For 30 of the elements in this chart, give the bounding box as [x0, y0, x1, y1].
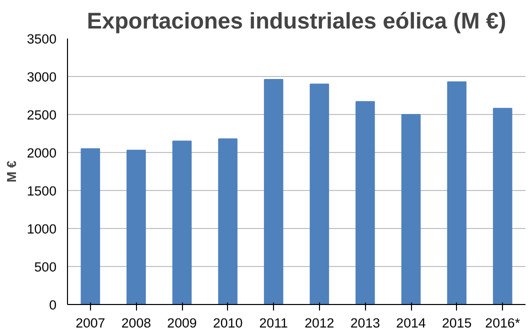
x-tick-label: 2011: [259, 316, 288, 330]
y-tick-label: 1500: [26, 184, 57, 198]
y-axis-title: M €: [4, 160, 19, 182]
y-tick-label: 3000: [26, 70, 57, 84]
x-tick-label: 2013: [350, 316, 380, 330]
y-tick-label: 2000: [26, 146, 57, 160]
x-tick-label: 2007: [76, 316, 106, 330]
bar: [80, 148, 100, 304]
bar: [447, 81, 466, 304]
y-tick-label: 0: [49, 298, 57, 312]
x-tick-label: 2009: [167, 316, 197, 330]
y-tick-label: 500: [34, 260, 57, 274]
bar: [264, 79, 284, 304]
x-tick-label: 2015: [442, 316, 472, 330]
bar: [401, 114, 421, 304]
chart-title: Exportaciones industriales eólica (M €): [86, 8, 506, 34]
x-tick-label: 2010: [212, 316, 243, 330]
y-tick-label: 3500: [26, 32, 57, 46]
x-tick-label: 2008: [121, 316, 152, 330]
bar: [310, 84, 330, 304]
x-tick-label: 2014: [396, 316, 426, 330]
bar: [218, 138, 238, 304]
bar: [492, 108, 512, 304]
bar: [172, 140, 192, 304]
x-tick-label: 2016*: [485, 316, 520, 330]
x-tick-label: 2012: [304, 316, 334, 330]
y-tick-label: 1000: [26, 222, 57, 236]
bar: [356, 101, 375, 304]
y-tick-label: 2500: [26, 108, 57, 122]
bar: [126, 150, 146, 304]
